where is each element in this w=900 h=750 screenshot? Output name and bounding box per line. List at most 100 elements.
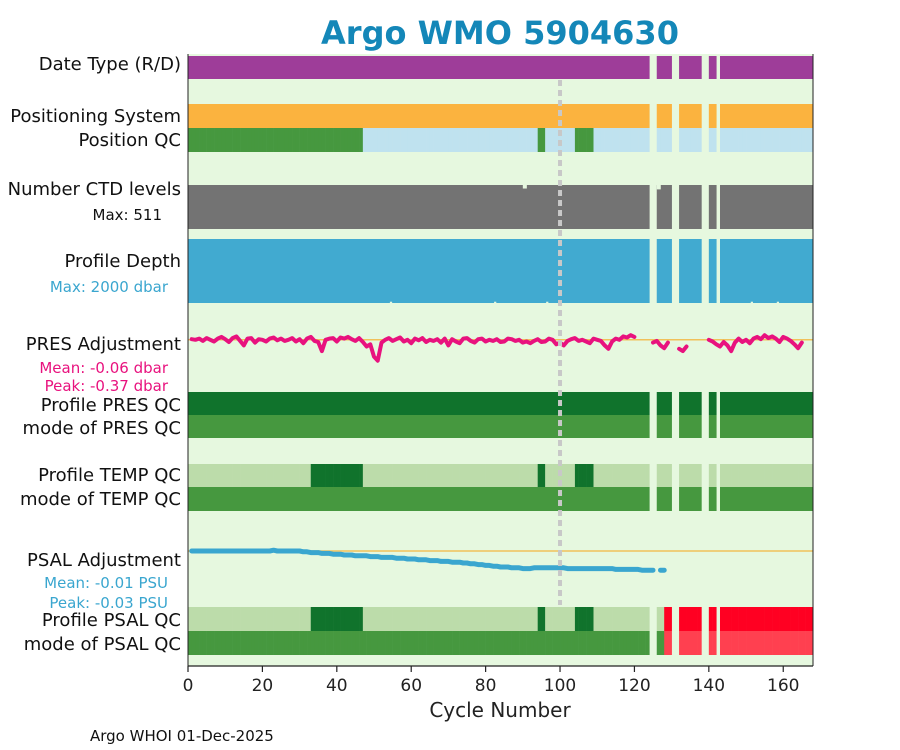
position-qc-bar xyxy=(359,128,364,152)
positioning-bar xyxy=(656,104,672,128)
mode-psal-qc-bar xyxy=(686,631,691,655)
position-qc-bar xyxy=(463,128,468,152)
mode-psal-qc-bar xyxy=(448,631,453,655)
profile-temp-qc-bar xyxy=(281,464,286,487)
profile-temp-qc-bar xyxy=(467,464,472,487)
profile-psal-qc-bar xyxy=(310,607,315,631)
row-label-positioning-system: Positioning System xyxy=(10,106,181,127)
mode-psal-qc-bar xyxy=(638,631,643,655)
profile-temp-qc-bar xyxy=(258,464,263,487)
position-qc-bar xyxy=(526,128,531,152)
mode-psal-qc-bar xyxy=(303,631,308,655)
profile-temp-qc-bar xyxy=(604,464,609,487)
position-qc-bar xyxy=(351,128,356,152)
profile-temp-qc-bar xyxy=(638,464,643,487)
profile-psal-qc-bar xyxy=(645,607,650,631)
profile-psal-qc-bar xyxy=(437,607,442,631)
mode-psal-qc-bar xyxy=(225,631,230,655)
profile-temp-qc-bar xyxy=(210,464,215,487)
row-label-psal-adjustment: PSAL Adjustment xyxy=(27,550,181,571)
position-qc-bar xyxy=(731,128,736,152)
profile-temp-qc-bar xyxy=(448,464,453,487)
profile-psal-qc-bar xyxy=(604,607,609,631)
profile-temp-qc-bar xyxy=(690,464,695,487)
mode-psal-qc-bar xyxy=(269,631,274,655)
profile-temp-qc-bar xyxy=(563,464,568,487)
row-label-mode-psal-qc: mode of PSAL QC xyxy=(24,634,181,655)
ctd-levels-bar xyxy=(708,185,717,229)
profile-psal-qc-bar xyxy=(474,607,479,631)
position-qc-bar xyxy=(385,128,390,152)
profile-psal-qc-bar xyxy=(321,607,326,631)
mode-psal-qc-bar xyxy=(586,631,591,655)
mode-psal-qc-bar xyxy=(545,631,550,655)
position-qc-bar xyxy=(783,128,788,152)
profile-psal-qc-bar xyxy=(202,607,207,631)
mode-psal-qc-bar xyxy=(645,631,650,655)
position-qc-bar xyxy=(586,128,591,152)
mode-psal-qc-bar xyxy=(489,631,494,655)
mode-psal-qc-bar xyxy=(641,631,646,655)
mode-psal-qc-bar xyxy=(292,631,297,655)
profile-temp-qc-bar xyxy=(303,464,308,487)
mode-psal-qc-bar xyxy=(214,631,219,655)
row-label-position-qc: Position QC xyxy=(78,130,181,151)
profile-psal-qc-bar xyxy=(638,607,643,631)
profile-temp-qc-bar xyxy=(202,464,207,487)
mode-psal-qc-bar xyxy=(775,631,780,655)
mode-psal-qc-bar xyxy=(738,631,743,655)
position-qc-bar xyxy=(522,128,527,152)
profile-psal-qc-bar xyxy=(221,607,226,631)
profile-pres-qc-bar xyxy=(679,392,702,415)
profile-psal-qc-bar xyxy=(634,607,639,631)
pres-adjustment-line xyxy=(651,338,670,351)
profile-psal-qc-bar xyxy=(258,607,263,631)
position-qc-bar xyxy=(801,128,806,152)
profile-psal-qc-bar xyxy=(281,607,286,631)
profile-psal-qc-bar xyxy=(589,607,594,631)
profile-temp-qc-bar xyxy=(366,464,371,487)
mode-pres-qc-bar xyxy=(679,415,702,438)
profile-psal-qc-bar xyxy=(240,607,245,631)
profile-psal-qc-bar xyxy=(478,607,483,631)
profile-temp-qc-bar xyxy=(574,464,579,487)
mode-psal-qc-bar xyxy=(463,631,468,655)
position-qc-bar xyxy=(347,128,352,152)
profile-psal-qc-bar xyxy=(254,607,259,631)
profile-temp-qc-bar xyxy=(597,464,602,487)
row-sublabel2-psal-adjustment: Peak: -0.03 PSU xyxy=(49,594,168,612)
profile-temp-qc-bar xyxy=(455,464,460,487)
mode-psal-qc-bar xyxy=(251,631,256,655)
profile-psal-qc-bar xyxy=(571,607,576,631)
position-qc-bar xyxy=(623,128,628,152)
mode-psal-qc-bar xyxy=(374,631,379,655)
profile-temp-qc-bar xyxy=(753,464,758,487)
position-qc-bar xyxy=(459,128,464,152)
profile-temp-qc-bar xyxy=(805,464,810,487)
profile-temp-qc-bar xyxy=(288,464,293,487)
mode-psal-qc-bar xyxy=(299,631,304,655)
profile-psal-qc-bar xyxy=(299,607,304,631)
profile-temp-qc-bar xyxy=(422,464,427,487)
profile-temp-qc-bar xyxy=(560,464,565,487)
mode-psal-qc-bar xyxy=(478,631,483,655)
profile-temp-qc-bar xyxy=(593,464,598,487)
profile-psal-qc-bar xyxy=(697,607,702,631)
mode-psal-qc-bar xyxy=(470,631,475,655)
mode-psal-qc-bar xyxy=(749,631,754,655)
profile-psal-qc-bar xyxy=(251,607,256,631)
mode-psal-qc-bar xyxy=(210,631,215,655)
profile-temp-qc-bar xyxy=(496,464,501,487)
position-qc-bar xyxy=(266,128,271,152)
position-qc-bar xyxy=(682,128,687,152)
position-qc-bar xyxy=(690,128,695,152)
pres-adjustment-line xyxy=(677,344,689,354)
mode-psal-qc-bar xyxy=(381,631,386,655)
profile-psal-qc-bar xyxy=(217,607,222,631)
position-qc-bar xyxy=(664,128,669,152)
row-label-pres-adjustment: PRES Adjustment xyxy=(26,334,181,355)
position-qc-bar xyxy=(679,128,684,152)
profile-psal-qc-bar xyxy=(325,607,330,631)
profile-temp-qc-bar xyxy=(567,464,572,487)
profile-psal-qc-bar xyxy=(351,607,356,631)
